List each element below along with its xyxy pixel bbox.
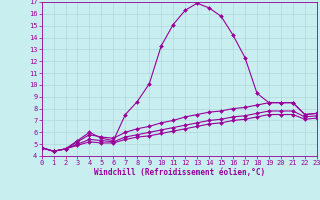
X-axis label: Windchill (Refroidissement éolien,°C): Windchill (Refroidissement éolien,°C) [94,168,265,177]
